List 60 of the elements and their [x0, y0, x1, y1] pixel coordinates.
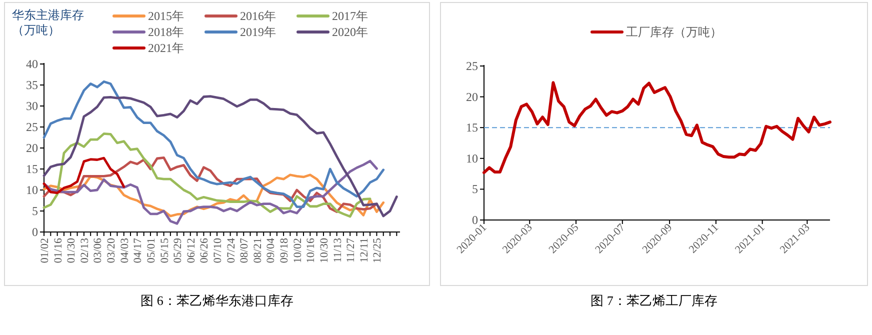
line-series	[42, 174, 385, 218]
y-tick-label: 30	[26, 99, 38, 113]
y-tick-label: 20	[26, 141, 38, 155]
y-tick-label: 25	[26, 120, 38, 134]
y-tick-label: 35	[26, 78, 38, 92]
y-axis-title: 华东主港库存（万吨）	[12, 8, 85, 38]
x-tick-label: 09/04	[265, 238, 278, 264]
x-tick-label: 11/13	[332, 238, 344, 263]
x-tick-label: 10/02	[292, 238, 304, 264]
y-tick-label: 40	[26, 57, 38, 71]
x-tick-label: 07/10	[212, 238, 224, 264]
legend-label: 2018年	[148, 25, 184, 39]
x-tick-label: 01/16	[52, 238, 64, 264]
legend-label: 2021年	[148, 41, 184, 55]
x-tick-label: 06/12	[185, 238, 198, 264]
line-series	[42, 95, 398, 218]
x-tick-label: 03/06	[92, 238, 104, 264]
legend-label: 2019年	[240, 25, 276, 39]
y-tick-label: 10	[466, 151, 478, 166]
x-tick-label: 02/13	[78, 238, 91, 264]
y-tick-label: 25	[466, 59, 478, 73]
x-tick-label: 09/18	[278, 238, 291, 264]
legend-label: 2017年	[332, 9, 368, 23]
x-tick-label: 05/15	[158, 238, 171, 264]
y-tick-label: 5	[32, 204, 38, 218]
x-tick-label: 07/24	[225, 238, 238, 264]
x-tick-label: 10/16	[305, 238, 318, 264]
legend-label: 2015年	[148, 9, 184, 23]
x-tick-label: 04/17	[132, 238, 144, 264]
line-series	[42, 80, 385, 208]
line-series	[42, 132, 372, 218]
y-tick-label: 0	[32, 225, 38, 239]
legend-label: 2020年	[332, 25, 368, 39]
x-tick-label: 01/30	[66, 238, 78, 264]
x-tick-label: 08/07	[238, 238, 251, 264]
line-series	[42, 156, 378, 214]
line-series	[42, 160, 378, 225]
text: 图 6：苯乙烯华东港口库存	[140, 292, 294, 310]
x-tick-label: 03/20	[106, 238, 118, 264]
x-tick-label: 05/01	[145, 238, 158, 264]
text: 图 7：苯乙烯工厂库存	[590, 292, 718, 310]
x-tick-label: 11/27	[345, 238, 358, 263]
line-series	[482, 81, 832, 174]
x-tick-label: 08/21	[252, 238, 264, 264]
x-tick-label: 01/02	[39, 238, 51, 264]
y-tick-label: 5	[472, 182, 478, 196]
y-tick-label: 15	[26, 162, 38, 176]
legend-label: 2016年	[240, 9, 276, 23]
x-tick-label: 06/26	[198, 238, 211, 264]
y-tick-label: 10	[26, 183, 38, 197]
x-tick-label: 04/03	[118, 238, 131, 264]
y-tick-label: 15	[466, 120, 478, 135]
x-tick-label: 05/29	[172, 238, 184, 264]
x-tick-label: 10/30	[318, 238, 330, 264]
y-tick-label: 0	[472, 213, 478, 227]
x-tick-label: 12/25	[372, 238, 384, 264]
legend-label: 工厂库存（万吨）	[626, 25, 722, 39]
line-series	[42, 156, 126, 194]
y-tick-label: 20	[466, 90, 478, 104]
x-tick-label: 12/11	[358, 238, 370, 263]
